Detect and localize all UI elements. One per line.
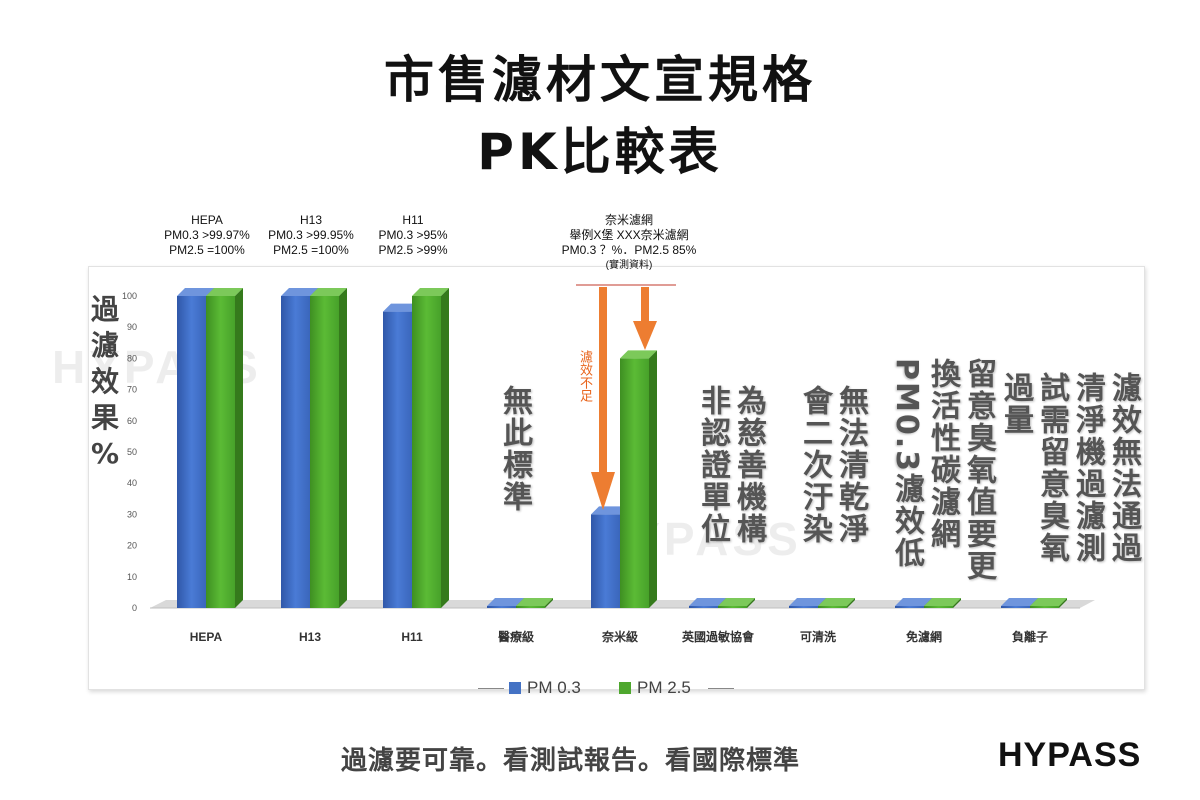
- y-tick-label: 0: [132, 603, 137, 613]
- bar-pm25: [412, 288, 449, 608]
- y-tick-label: 50: [127, 447, 137, 457]
- x-tick-label: 奈米級: [601, 629, 638, 644]
- bar-pm25: [516, 598, 553, 608]
- x-tick-label: 免濾網: [906, 629, 942, 644]
- y-tick-label: 30: [127, 509, 137, 519]
- x-tick-label: 醫療級: [498, 629, 534, 644]
- x-tick-label: HEPA: [190, 630, 223, 644]
- y-tick-label: 100: [122, 291, 137, 301]
- arrow-head-pm25: [633, 321, 657, 350]
- annotation-line: H11: [402, 213, 424, 227]
- y-axis-label-char: 過: [90, 293, 119, 326]
- bar-pm25: [718, 598, 755, 608]
- footer-slogan: 過濾要可靠。看測試報告。看國際標準: [341, 746, 801, 776]
- y-axis-label-char: 濾: [90, 329, 119, 362]
- arrow-shaft-pm25: [641, 287, 649, 321]
- legend-line-right: [708, 688, 734, 689]
- y-tick-label: 90: [127, 322, 137, 332]
- annotation-line: PM0.3 >99.97%: [164, 228, 250, 242]
- overlay-ionizer: 濾效無法通過清淨機過濾測試需留意臭氧過量: [998, 372, 1141, 564]
- annotation-line: PM2.5 =100%: [169, 243, 245, 257]
- annotation-line: 奈米濾網: [604, 213, 654, 227]
- annotation-line: H13: [299, 213, 323, 227]
- bar-pm25: [818, 598, 855, 608]
- bar-pm25: [206, 288, 243, 608]
- brand-logo: HYPASS: [998, 736, 1142, 774]
- x-tick-label: H11: [401, 630, 423, 644]
- bar-annotation: H13 PM0.3 >99.95% PM2.5 =100%: [268, 213, 354, 258]
- y-tick-label: 80: [127, 353, 137, 363]
- y-tick-label: 70: [127, 385, 137, 395]
- chart-panel: [88, 266, 1145, 690]
- y-tick-label: 20: [127, 541, 137, 551]
- annotation-line: HEPA: [191, 213, 223, 227]
- bar-pm25: [310, 288, 347, 608]
- bar-pm25: [1030, 598, 1067, 608]
- title-line-2: PK比較表: [477, 123, 723, 181]
- bar-annotation: H11 PM0.3 >95% PM2.5 >99%: [378, 213, 447, 258]
- x-tick-label: 負離子: [1012, 629, 1048, 644]
- y-tick-label: 60: [127, 416, 137, 426]
- title-line-1: 市售濾材文宣規格: [384, 51, 816, 109]
- legend-line-left: [478, 688, 504, 689]
- bar-pm25: [924, 598, 961, 608]
- y-tick-label: 40: [127, 478, 137, 488]
- y-axis-label-char: 效: [90, 365, 119, 398]
- x-tick-label: 可清洗: [800, 629, 836, 644]
- annotation-line: 舉例X堡 XXX奈米濾網: [569, 228, 689, 242]
- warning-label: 濾效不足: [577, 350, 592, 402]
- chart-legend: PM 0.3 PM 2.5: [0, 676, 1200, 700]
- y-axis-label: 過 濾 效 果 %: [88, 292, 122, 472]
- legend-swatch-pm03: [509, 682, 521, 694]
- x-tick-label: 英國過敏協會: [682, 629, 755, 644]
- overlay-medical: 無此標準: [497, 385, 532, 513]
- bar-pm25: [620, 350, 657, 608]
- annotation-line: PM0.3 ？%．PM2.5 85%: [561, 243, 697, 257]
- legend-swatch-pm25: [619, 682, 631, 694]
- arrow-shaft-pm03: [599, 287, 607, 472]
- y-tick-label: 10: [127, 572, 137, 582]
- overlay-washable: 無法清乾淨會二次汙染: [797, 385, 868, 545]
- annotation-line: PM2.5 =100%: [273, 243, 349, 257]
- x-tick-label: H13: [299, 630, 321, 644]
- legend-label-pm25: PM 2.5: [637, 678, 691, 697]
- overlay-filterless: 留意臭氧值要更換活性碳濾網PM0.3濾效低: [889, 358, 996, 582]
- annotation-line: PM0.3 >99.95%: [268, 228, 354, 242]
- annotation-line: PM0.3 >95%: [378, 228, 448, 242]
- arrow-head-pm03: [591, 472, 615, 510]
- annotation-line: PM2.5 >99%: [378, 243, 448, 257]
- bar-annotation: HEPA PM0.3 >99.97% PM2.5 =100%: [164, 213, 250, 258]
- annotation-line: (實測資料): [605, 260, 653, 271]
- y-axis-label-char: 果: [90, 401, 119, 434]
- bar-annotation: 奈米濾網 舉例X堡 XXX奈米濾網 PM0.3 ？%．PM2.5 85% (實測資料): [562, 213, 697, 273]
- y-axis-label-char: %: [90, 437, 120, 470]
- legend-label-pm03: PM 0.3: [527, 678, 581, 697]
- overlay-allergy: 為慈善機構非認證單位: [695, 385, 766, 545]
